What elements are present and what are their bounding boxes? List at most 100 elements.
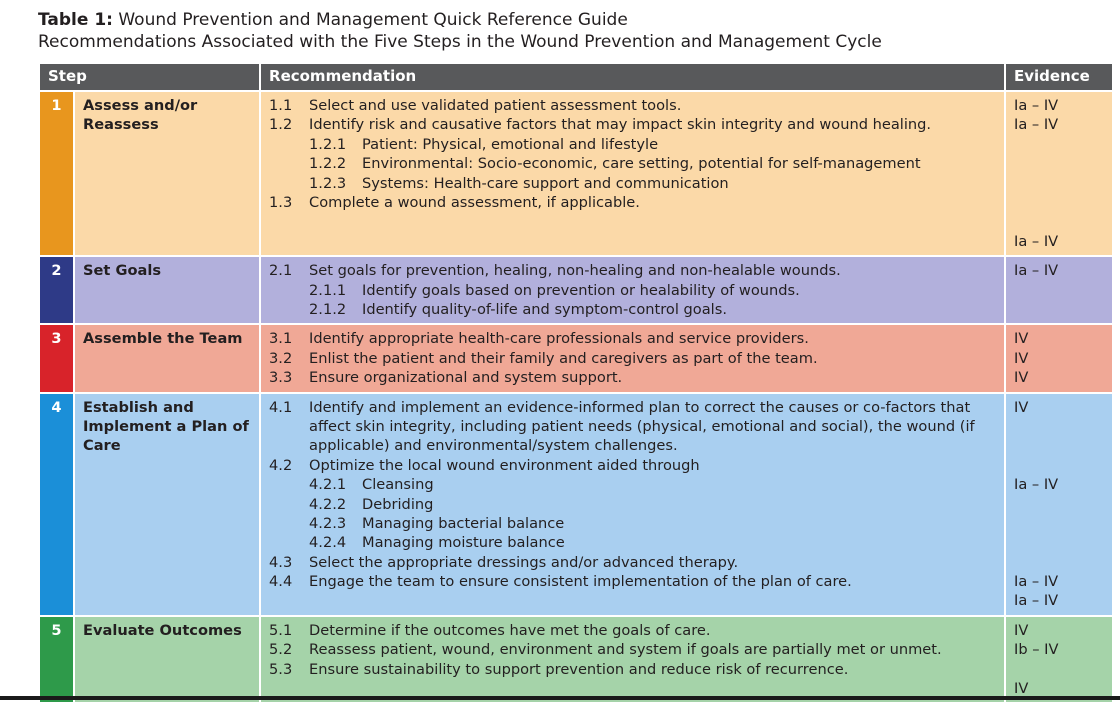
- step-number: 3: [40, 323, 75, 393]
- recommendation-number: 5.2: [269, 641, 293, 659]
- recommendation-number: 3.3: [269, 369, 293, 387]
- step-number: 5: [40, 614, 75, 702]
- recommendation-list: 3.1 Identify appropriate health-care prof…: [260, 323, 1007, 393]
- recommendation-text: Patient: Physical, emotional and lifesty…: [362, 135, 659, 153]
- recommendation-text: Engage the team to ensure consistent imp…: [309, 573, 852, 591]
- recommendation-number: 4.3: [269, 553, 293, 571]
- evidence-level: Ia – IV: [1014, 262, 1059, 280]
- table-header-row: Step Recommendation Evidence: [40, 64, 1113, 91]
- recommendation-number: 1.2.3: [309, 174, 347, 192]
- recommendation-list: 4.1 Identify and implement an evidence-in…: [260, 391, 1007, 616]
- sub-recommendation: 2.1.1 Identify goals based on prevention …: [269, 281, 1000, 300]
- recommendation: 5.3 Ensure sustainability to support prev…: [269, 660, 1000, 679]
- step-row-1: 1 Assess and/or Reassess 1.1 Select and use…: [40, 89, 1113, 257]
- recommendation: 3.2 Enlist the patient and their family a…: [269, 349, 1000, 368]
- recommendation-number: 2.1.1: [309, 281, 347, 299]
- evidence-level: IV: [1014, 349, 1029, 367]
- header-evidence: Evidence: [1005, 64, 1113, 91]
- evidence-list: Ia – IV Ia – IV Ia – IV: [1005, 89, 1113, 257]
- recommendation-number: 1.2.1: [309, 135, 347, 153]
- recommendation: 4.2 Optimize the local wound environment …: [269, 456, 1000, 475]
- recommendation-text: Identify goals based on prevention or he…: [362, 281, 800, 299]
- recommendation: 1.3 Complete a wound assessment, if appli…: [269, 193, 1000, 212]
- sub-recommendation: 1.2.1 Patient: Physical, emotional and li…: [269, 135, 1000, 154]
- recommendation-number: 5.1: [269, 621, 293, 639]
- recommendation-number: 4.2: [269, 456, 293, 474]
- recommendation-text: Select the appropriate dressings and/or …: [309, 553, 739, 571]
- recommendation-text: Select and use validated patient assessm…: [309, 97, 682, 114]
- evidence-level: [1014, 154, 1108, 173]
- recommendation-number: 4.2.3: [309, 515, 347, 532]
- bottom-rule: [0, 696, 1120, 700]
- recommendation-list: 1.1 Select and use validated patient asse…: [260, 89, 1007, 257]
- recommendation-number: 3.1: [269, 330, 293, 348]
- recommendation-text: Identify appropriate health-care profess…: [309, 330, 809, 348]
- step-row-2: 2 Set Goals 2.1 Set goals for prevention, h…: [40, 255, 1113, 325]
- sub-recommendation: 4.2.2 Debriding: [269, 495, 1000, 514]
- recommendation-text: Enlist the patient and their family and …: [309, 349, 818, 367]
- step-name: Set Goals: [74, 255, 262, 325]
- step-number: 2: [40, 255, 75, 325]
- recommendation-text: Ensure organizational and system support…: [309, 369, 623, 387]
- evidence-level: Ia – IV: [1014, 476, 1059, 494]
- evidence-level: [1014, 514, 1108, 533]
- recommendation-text: Identify and implement an evidence-infor…: [309, 398, 975, 455]
- evidence-level: Ia – IV: [1014, 573, 1059, 591]
- evidence-level: [1014, 553, 1108, 572]
- step-row-3: 3 Assemble the Team 3.1 Identify appropriat…: [40, 323, 1113, 393]
- step-name: Assess and/or Reassess: [74, 89, 262, 257]
- recommendation-number: 4.4: [269, 573, 293, 591]
- header-recommendation: Recommendation: [260, 64, 1007, 91]
- evidence-level: Ib – IV: [1014, 641, 1059, 659]
- recommendation-number: 2.1.2: [309, 300, 347, 318]
- recommendation: 4.4 Engage the team to ensure consistent …: [269, 572, 1000, 591]
- evidence-level: Ia – IV: [1014, 97, 1059, 114]
- recommendation-text: Optimize the local wound environment aid…: [309, 456, 700, 474]
- evidence-level: [1014, 436, 1108, 455]
- recommendation: 4.3 Select the appropriate dressings and/…: [269, 553, 1000, 572]
- evidence-level: [1014, 417, 1108, 436]
- step-row-4: 4 Establish and Implement a Plan of Care 4…: [40, 391, 1113, 616]
- recommendation-number: 1.1: [269, 97, 293, 114]
- evidence-level: [1014, 495, 1108, 514]
- evidence-level: [1014, 193, 1108, 212]
- recommendation-text: Identify quality-of-life and symptom-con…: [362, 300, 727, 318]
- evidence-level: IV: [1014, 398, 1029, 416]
- recommendation: 1.2 Identify risk and causative factors t…: [269, 115, 1000, 134]
- title-block: Table 1: Wound Prevention and Management…: [38, 9, 882, 53]
- recommendation-number: 5.3: [269, 660, 293, 678]
- table-subtitle: Recommendations Associated with the Five…: [38, 32, 882, 52]
- step-name: Assemble the Team: [74, 323, 262, 393]
- table-title-text: Wound Prevention and Management Quick Re…: [118, 10, 628, 30]
- evidence-list: IV IV IV: [1005, 323, 1113, 393]
- recommendation-text: Debriding: [362, 495, 434, 513]
- table-body: 1 Assess and/or Reassess 1.1 Select and use…: [40, 89, 1113, 702]
- evidence-level: [1014, 135, 1108, 154]
- step-number: 4: [40, 391, 75, 616]
- step-number: 1: [40, 89, 75, 257]
- recommendation-list: 5.1 Determine if the outcomes have met th…: [260, 614, 1007, 702]
- recommendation-number: 4.1: [269, 398, 293, 416]
- recommendation: 5.1 Determine if the outcomes have met th…: [269, 621, 1000, 640]
- evidence-level: [1014, 533, 1108, 552]
- evidence-level: [1014, 174, 1108, 193]
- recommendation-text: Systems: Health-care support and communi…: [362, 174, 729, 192]
- recommendation-text: Environmental: Socio-economic, care sett…: [362, 155, 921, 173]
- evidence-list: IV Ib – IV IV: [1005, 614, 1113, 702]
- recommendation-number: 1.2.2: [309, 155, 347, 173]
- recommendation-text: Set goals for prevention, healing, non-h…: [309, 262, 841, 280]
- recommendation-number: 4.2.1: [309, 476, 347, 494]
- recommendation-number: 3.2: [269, 349, 293, 367]
- table-title: Table 1: Wound Prevention and Management…: [38, 9, 882, 31]
- recommendation-text: Managing moisture balance: [362, 534, 565, 552]
- sub-recommendation: 2.1.2 Identify quality-of-life and sympto…: [269, 300, 1000, 319]
- recommendation-number: 1.3: [269, 194, 293, 212]
- sub-recommendation: 1.2.3 Systems: Health-care support and co…: [269, 174, 1000, 193]
- step-name: Establish and Implement a Plan of Care: [74, 391, 262, 616]
- step-row-5: 5 Evaluate Outcomes 5.1 Determine if the ou…: [40, 614, 1113, 702]
- reference-table: Step Recommendation Evidence 1 Assess and…: [40, 64, 1113, 702]
- recommendation: 1.1 Select and use validated patient asse…: [269, 96, 1000, 115]
- recommendation: 4.1 Identify and implement an evidence-in…: [269, 398, 1000, 456]
- evidence-level: IV: [1014, 369, 1029, 387]
- evidence-list: IV Ia – IV Ia – IV Ia – IV: [1005, 391, 1113, 616]
